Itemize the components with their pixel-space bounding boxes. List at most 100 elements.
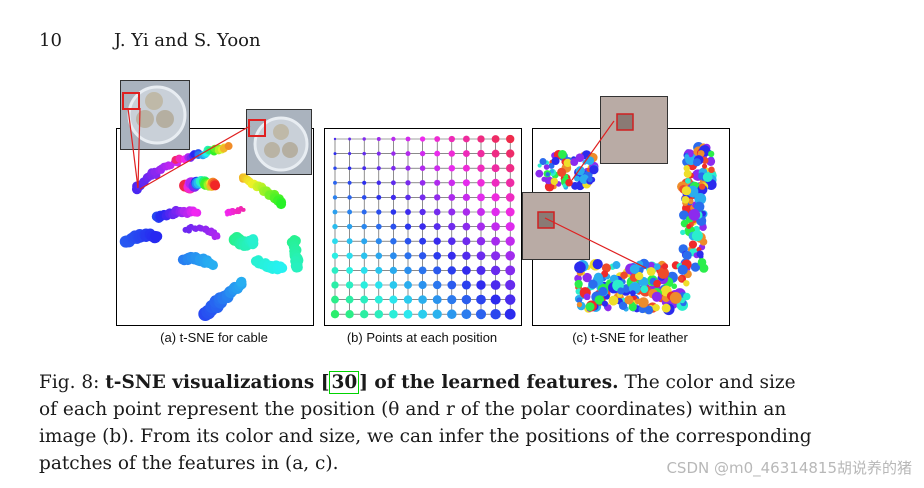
grid-point	[405, 194, 411, 201]
grid-point	[491, 193, 500, 202]
cable-thumbnail-1	[120, 80, 190, 150]
tsne-point	[544, 182, 555, 192]
grid-point	[462, 266, 471, 275]
grid-point	[390, 180, 396, 186]
grid-point	[361, 238, 368, 245]
grid-point	[462, 193, 471, 202]
tsne-point	[587, 176, 593, 183]
tsne-point	[683, 292, 691, 301]
tsne-point	[653, 279, 661, 288]
grid-point	[476, 294, 486, 305]
position-grid-plot	[330, 134, 516, 320]
tsne-point	[653, 263, 661, 270]
grid-point	[434, 150, 441, 157]
tsne-point	[235, 207, 240, 212]
grid-point	[433, 223, 441, 231]
grid-point	[418, 280, 427, 290]
grid-point	[419, 179, 426, 186]
tsne-point	[684, 154, 690, 160]
tsne-point	[589, 165, 599, 175]
grid-point	[360, 266, 368, 274]
grid-point	[448, 208, 456, 216]
tsne-point	[688, 240, 698, 249]
grid-point	[419, 150, 426, 157]
caption-title-b: of the learned features.	[367, 372, 619, 393]
tsne-point	[661, 263, 669, 270]
tsne-point	[696, 250, 704, 258]
grid-point	[477, 135, 485, 143]
tsne-point	[592, 259, 603, 270]
grid-point	[346, 223, 353, 230]
grid-point	[333, 137, 337, 141]
tsne-point	[661, 303, 671, 313]
grid-point	[389, 309, 398, 319]
grid-point	[418, 309, 428, 319]
tsne-point	[608, 295, 619, 306]
tsne-point	[585, 302, 595, 312]
grid-point	[376, 180, 382, 186]
grid-point	[491, 164, 500, 173]
grid-point	[504, 308, 516, 320]
grid-point	[418, 295, 427, 304]
caption-line-2: of each point represent the position (θ …	[39, 399, 787, 420]
grid-point	[447, 266, 456, 275]
tsne-point	[583, 293, 591, 301]
grid-point	[405, 136, 411, 142]
grid-point	[477, 193, 485, 202]
grid-point	[447, 295, 457, 305]
grid-point	[332, 209, 338, 215]
tsne-point	[593, 272, 603, 282]
tsne-point	[207, 260, 218, 271]
tsne-point	[694, 201, 705, 213]
grid-point	[419, 223, 426, 230]
tsne-point	[698, 183, 706, 190]
grid-point	[362, 180, 367, 185]
grid-point	[461, 294, 472, 305]
tsne-point	[681, 195, 690, 204]
tsne-point	[598, 286, 608, 296]
grid-point	[403, 295, 413, 304]
grid-point	[361, 195, 367, 200]
tsne-point	[557, 167, 567, 177]
grid-point	[376, 137, 381, 141]
grid-point	[505, 251, 515, 261]
tsne-point	[620, 271, 628, 280]
tsne-point	[682, 250, 692, 261]
tsne-point	[701, 163, 708, 169]
grid-point	[376, 194, 382, 200]
tsne-point	[565, 178, 573, 187]
grid-point	[389, 252, 397, 260]
grid-point	[504, 294, 516, 305]
tsne-point	[601, 300, 608, 307]
grid-point	[505, 265, 516, 276]
grid-point	[462, 150, 470, 158]
tsne-point	[635, 271, 644, 281]
grid-point	[461, 280, 471, 290]
citation-link[interactable]: 30	[329, 371, 360, 394]
tsne-point	[680, 219, 689, 228]
grid-point	[346, 238, 353, 245]
tsne-point	[612, 261, 621, 270]
grid-point	[490, 294, 501, 305]
grid-point	[476, 222, 486, 231]
grid-point	[333, 180, 337, 185]
grid-point	[505, 178, 515, 188]
grid-point	[348, 137, 352, 141]
tsne-point	[150, 230, 161, 241]
tsne-point	[618, 301, 628, 310]
grid-point	[462, 135, 470, 143]
grid-point	[448, 164, 456, 172]
grid-point	[491, 178, 500, 187]
grid-point	[331, 281, 339, 289]
grid-point	[362, 137, 366, 141]
grid-point	[346, 252, 353, 259]
grid-point	[448, 222, 456, 231]
tsne-point	[681, 186, 692, 196]
tsne-point	[236, 276, 247, 287]
tsne-point	[677, 264, 688, 275]
tsne-point	[276, 199, 287, 210]
caption-line-1: Fig. 8: t-SNE visualizations [30] of the…	[39, 371, 796, 394]
grid-point	[418, 266, 427, 275]
tsne-point	[652, 303, 660, 312]
grid-point	[404, 266, 412, 275]
